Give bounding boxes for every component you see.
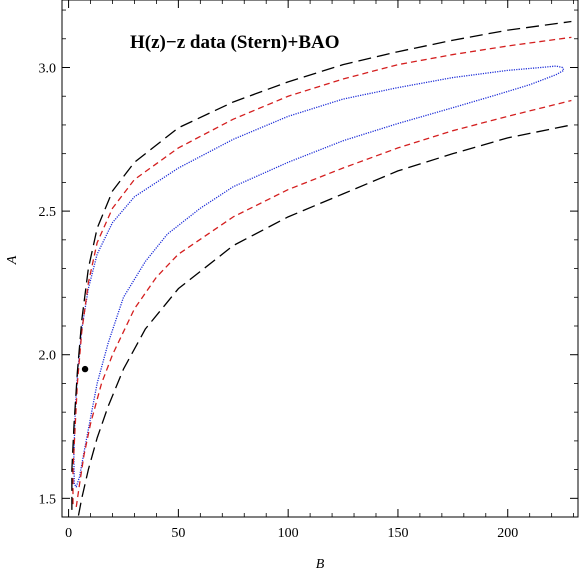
contour-curve-1 xyxy=(73,65,565,488)
y-tick-label: 2.0 xyxy=(39,349,57,364)
axis-ticks: 0 50 100 150 200 1.5 2.0 2.5 3.0 xyxy=(39,0,578,541)
x-tick-label: 50 xyxy=(171,526,185,541)
chart-title: H(z)−z data (Stern)+BAO xyxy=(130,32,340,53)
best-fit-point xyxy=(81,365,89,373)
x-tick-label: 100 xyxy=(278,526,299,541)
y-tick-label: 2.5 xyxy=(39,205,57,220)
y-axis-label: A xyxy=(5,255,20,265)
contour-curve-4 xyxy=(71,20,572,510)
x-tick-label: 200 xyxy=(497,526,518,541)
x-axis-label: B xyxy=(316,557,325,572)
contour-curve-3 xyxy=(75,99,572,508)
contour-curve-5 xyxy=(77,124,572,516)
x-tick-label: 150 xyxy=(387,526,408,541)
y-tick-label: 3.0 xyxy=(39,61,57,76)
plot-frame xyxy=(61,0,579,518)
contour-curves xyxy=(71,20,572,516)
y-tick-label: 1.5 xyxy=(39,492,57,507)
contour-curve-2 xyxy=(72,36,572,505)
x-tick-label: 0 xyxy=(65,526,72,541)
best-fit-point-layer xyxy=(81,365,89,373)
